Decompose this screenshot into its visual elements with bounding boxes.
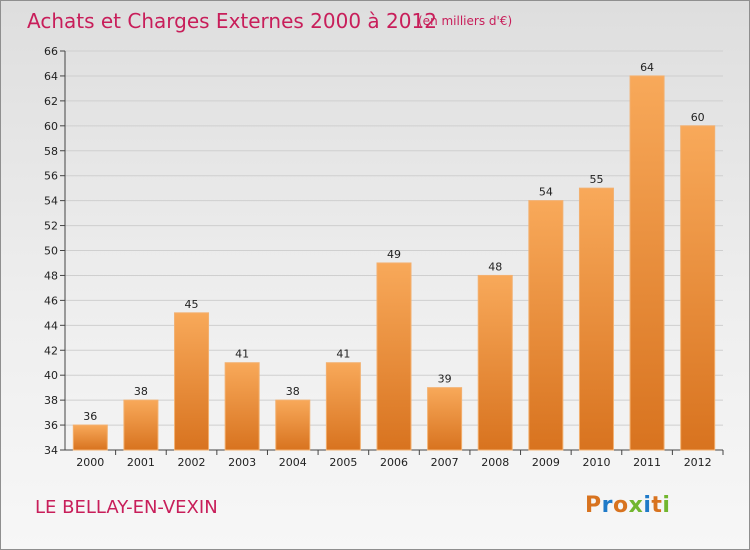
value-label-2000: 36 [83, 410, 97, 423]
x-tick-label-2010: 2010 [582, 456, 610, 469]
y-tick-label: 40 [44, 369, 58, 382]
y-tick-label: 66 [44, 45, 58, 58]
y-tick-label: 54 [44, 195, 58, 208]
bar-2000 [72, 424, 108, 451]
x-tick-label-2001: 2001 [127, 456, 155, 469]
y-tick-label: 44 [44, 319, 58, 332]
logo-letter: o [612, 493, 629, 518]
y-tick-label: 56 [44, 170, 58, 183]
bar-2001 [123, 399, 159, 451]
value-label-2005: 41 [336, 348, 350, 361]
x-tick-label-2003: 2003 [228, 456, 256, 469]
x-tick-label-2009: 2009 [532, 456, 560, 469]
bar-2005 [325, 362, 361, 451]
bars [72, 75, 716, 451]
value-label-2008: 48 [488, 260, 502, 273]
logo-letter: i [643, 493, 652, 518]
y-tick-label: 36 [44, 419, 58, 432]
x-tick-label-2002: 2002 [178, 456, 206, 469]
x-tick-label-2011: 2011 [633, 456, 661, 469]
commune-name: LE BELLAY-EN-VEXIN [35, 497, 218, 518]
y-tick-label: 38 [44, 394, 58, 407]
y-tick-label: 60 [44, 120, 58, 133]
value-label-2012: 60 [691, 111, 705, 124]
value-label-2002: 45 [185, 298, 199, 311]
value-label-2007: 39 [438, 373, 452, 386]
proxiti-logo: Proxiti [585, 493, 670, 519]
x-tick-label-2008: 2008 [481, 456, 509, 469]
chart-subtitle: (en milliers d'€) [418, 14, 513, 28]
x-tick-label-2007: 2007 [431, 456, 459, 469]
logo-letter: x [628, 493, 644, 518]
y-tick-label: 58 [44, 145, 58, 158]
y-tick-label: 48 [44, 269, 58, 282]
value-label-2003: 41 [235, 348, 249, 361]
y-tick-label: 52 [44, 220, 58, 233]
y-tick-label: 64 [44, 70, 58, 83]
bar-2009 [528, 200, 564, 451]
bar-2011 [629, 75, 665, 451]
logo-letter: i [662, 493, 671, 518]
logo-letter: P [585, 493, 602, 518]
logo-letter: t [651, 493, 663, 518]
bar-2003 [224, 362, 260, 451]
x-tick-label-2006: 2006 [380, 456, 408, 469]
y-tick-label: 42 [44, 344, 58, 357]
data-labels: 36 38 45 41 38 41 49 39 48 54 55 64 60 [83, 61, 704, 423]
bar-2004 [275, 399, 311, 451]
x-tick-label-2012: 2012 [684, 456, 712, 469]
value-label-2011: 64 [640, 61, 654, 74]
x-tick-label-2000: 2000 [76, 456, 104, 469]
bar-2012 [680, 125, 716, 451]
y-tick-label: 50 [44, 245, 58, 258]
bar-2007 [427, 387, 463, 451]
value-label-2010: 55 [589, 173, 603, 186]
value-label-2006: 49 [387, 248, 401, 261]
y-tick-label: 34 [44, 444, 58, 457]
value-label-2004: 38 [286, 385, 300, 398]
chart-title: Achats et Charges Externes 2000 à 2012 [27, 9, 437, 33]
bar-2008 [477, 274, 513, 451]
value-label-2001: 38 [134, 385, 148, 398]
value-label-2009: 54 [539, 186, 553, 199]
y-tick-label: 62 [44, 95, 58, 108]
logo-letter: r [601, 493, 613, 518]
bar-2006 [376, 262, 412, 451]
bar-2010 [578, 187, 614, 451]
x-tick-label-2004: 2004 [279, 456, 307, 469]
bar-2002 [174, 312, 210, 451]
y-tick-label: 46 [44, 294, 58, 307]
x-tick-label-2005: 2005 [329, 456, 357, 469]
